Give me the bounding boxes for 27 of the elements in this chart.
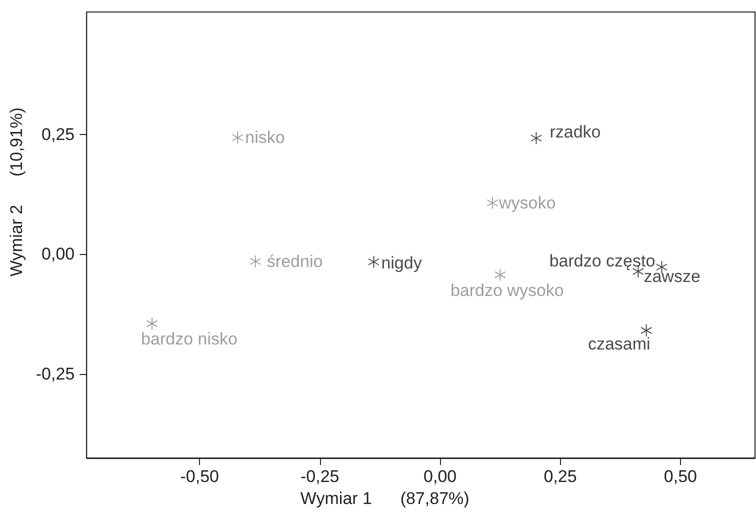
annotation: czasami — [588, 334, 650, 354]
point — [640, 324, 652, 336]
x-tick-label: -0,25 — [300, 467, 340, 486]
x-tick-label: 0,50 — [664, 467, 698, 486]
y-axis-title: Wymiar 2 (10,91%) — [7, 108, 26, 276]
y-tick-label: 0,00 — [42, 244, 75, 264]
point — [250, 255, 261, 268]
annotation: bardzo nisko — [141, 330, 238, 349]
point — [486, 196, 498, 209]
annotation: wysoko — [498, 193, 556, 212]
x-tick-label: 0,00 — [424, 467, 457, 486]
annotation: nigdy — [381, 253, 422, 272]
annotation: średnio — [266, 252, 323, 271]
point — [530, 132, 542, 144]
point — [656, 261, 668, 274]
annotation: nisko — [245, 128, 285, 148]
point — [232, 132, 244, 144]
x-tick-label: 0,25 — [544, 467, 577, 486]
point — [368, 256, 380, 268]
y-tick-label: -0,25 — [36, 364, 75, 384]
x-tick-label: -0,50 — [180, 467, 220, 486]
x-axis-title: Wymiar 1 (87,87%) — [300, 488, 470, 508]
point — [494, 268, 506, 281]
y-tick-label: 0,25 — [42, 124, 75, 144]
annotation: bardzo wysoko — [450, 280, 564, 300]
annotation: rzadko — [550, 122, 601, 142]
point — [146, 318, 158, 330]
